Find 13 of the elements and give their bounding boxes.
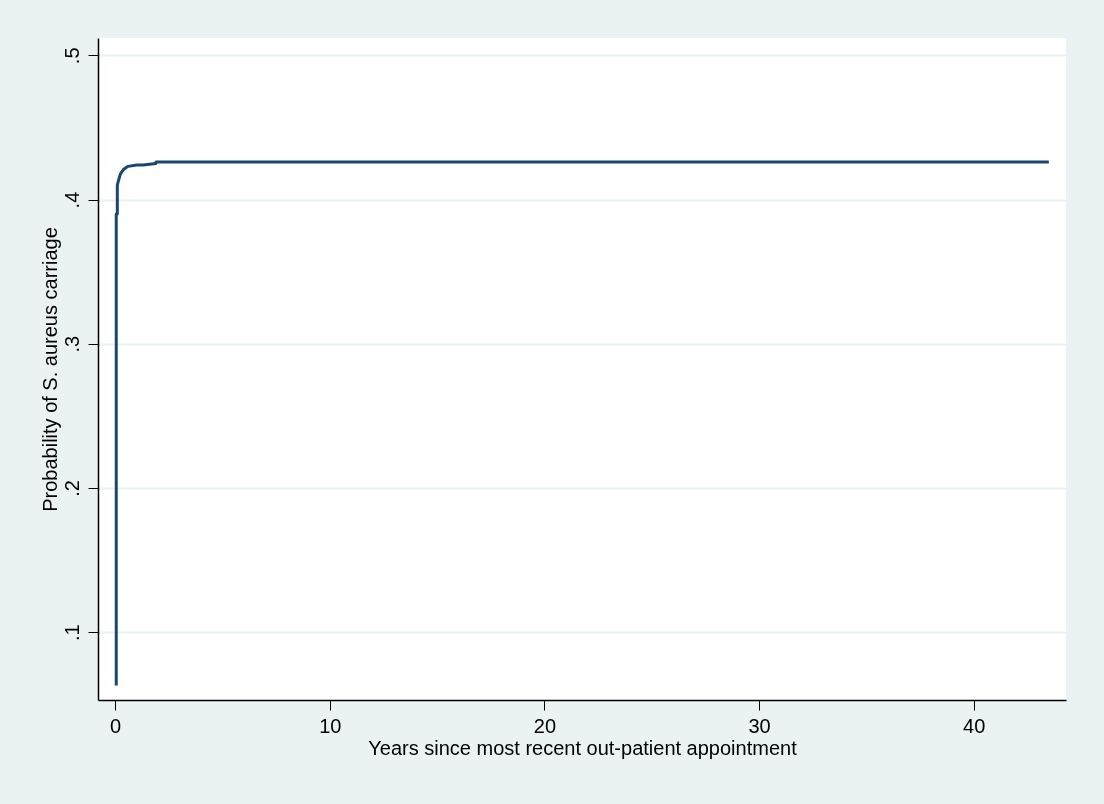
y-axis-title: Probability of S. aureus carriage	[38, 227, 61, 512]
x-tick-label: 40	[963, 714, 986, 737]
y-tick-label: .5	[60, 47, 83, 65]
line-series	[114, 160, 1051, 688]
x-tick-label: 20	[533, 714, 557, 737]
y-tick-label: .3	[60, 335, 83, 353]
y-tick-label: .4	[60, 191, 83, 209]
y-tick-label: .1	[60, 624, 83, 642]
x-axis-title: Years since most recent out-patient appointment	[368, 736, 798, 759]
x-tick-label: 30	[748, 714, 771, 737]
y-tick-label: .2	[60, 480, 83, 497]
x-tick-label: 0	[110, 714, 122, 737]
x-tick-label: 10	[319, 714, 342, 737]
